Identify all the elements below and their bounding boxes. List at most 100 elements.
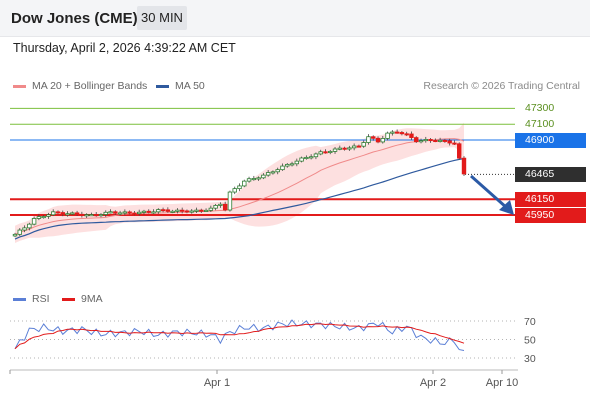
candle — [65, 213, 70, 216]
bollinger-band — [15, 122, 464, 243]
candle — [409, 133, 414, 138]
candle — [184, 210, 190, 213]
legend-label: MA 50 — [175, 80, 205, 92]
ma20-swatch — [13, 84, 26, 88]
candle — [89, 214, 94, 217]
candle — [117, 212, 123, 215]
candle — [323, 151, 328, 154]
candle — [132, 212, 137, 215]
candle — [280, 165, 285, 171]
candle — [428, 139, 433, 142]
x-tick-label: Apr 10 — [486, 377, 518, 389]
candle — [160, 209, 166, 212]
candle — [203, 209, 209, 212]
chart-header: Dow Jones (CME) 30 MIN — [0, 0, 590, 37]
candle — [394, 131, 400, 134]
candle — [399, 132, 405, 135]
candle — [222, 203, 228, 211]
candle — [342, 147, 347, 150]
candle — [156, 209, 161, 213]
legend-item-rsi: RSI — [13, 293, 50, 305]
candle — [237, 185, 242, 190]
candle — [294, 160, 300, 165]
candle — [461, 157, 467, 175]
9ma-swatch — [62, 297, 75, 301]
candle — [332, 148, 338, 152]
candle — [328, 150, 333, 153]
candle — [385, 132, 390, 139]
candle — [22, 227, 27, 231]
candle — [299, 157, 304, 162]
candle — [12, 233, 18, 237]
candle — [442, 139, 448, 142]
instrument-title: Dow Jones (CME) — [11, 10, 138, 27]
copyright-text: Research © 2026 Trading Central — [423, 80, 580, 92]
rsi-tick-label: 70 — [524, 316, 536, 328]
candle — [452, 142, 457, 145]
candle — [437, 139, 443, 142]
candle — [270, 171, 276, 174]
price-tag-45950: 45950 — [515, 207, 586, 223]
candle — [371, 136, 376, 139]
ma50-swatch — [156, 84, 169, 88]
forecast-arrow — [470, 174, 508, 210]
price-tag-46900: 46900 — [515, 132, 586, 148]
candle — [423, 139, 428, 142]
candle — [404, 133, 409, 136]
legend-label: 9MA — [81, 293, 103, 305]
candle — [79, 213, 85, 216]
timeframe-button[interactable]: 30 MIN — [137, 6, 187, 30]
price-tag-47300: 47300 — [525, 101, 555, 114]
candle — [390, 131, 395, 134]
candle — [447, 140, 452, 144]
candle — [366, 136, 371, 143]
candle — [27, 223, 32, 229]
candle — [127, 211, 132, 214]
candle — [31, 218, 37, 225]
candle — [17, 229, 22, 235]
ma50-line — [14, 158, 465, 240]
rsi-9ma-line — [14, 323, 465, 350]
candle — [227, 191, 233, 211]
candle — [94, 214, 99, 217]
candle — [218, 203, 223, 206]
candle — [318, 151, 323, 155]
candle — [122, 211, 128, 214]
candle — [189, 210, 194, 213]
candle — [433, 140, 438, 143]
price-tag-46150: 46150 — [515, 191, 586, 207]
candle — [60, 212, 65, 215]
candle — [380, 138, 385, 143]
candle — [289, 163, 295, 166]
candle — [265, 172, 271, 176]
candle — [199, 209, 204, 212]
candle — [146, 210, 151, 213]
legend-item-9ma: 9MA — [62, 293, 103, 305]
candle — [337, 147, 343, 150]
price-tag-47100: 47100 — [525, 117, 555, 130]
candle — [36, 216, 42, 219]
candle — [361, 142, 366, 147]
candle — [256, 177, 261, 180]
x-tick-label: Apr 1 — [204, 377, 230, 389]
candle — [103, 211, 108, 215]
ma20-line — [14, 138, 465, 235]
candle — [375, 137, 381, 143]
forecast-arrow-head — [499, 200, 514, 215]
candle — [194, 209, 199, 212]
price-tag-46465: 46465 — [515, 166, 586, 182]
candle — [74, 212, 80, 215]
candle — [151, 211, 156, 214]
candle — [414, 137, 419, 143]
candle — [208, 207, 214, 211]
candle — [213, 205, 218, 209]
candle — [285, 164, 290, 167]
rsi-line — [14, 319, 465, 351]
timestamp: Thursday, April 2, 2026 4:39:22 AM CET — [13, 41, 236, 55]
candle — [261, 174, 266, 179]
candle — [179, 209, 185, 212]
rsi-tick-label: 30 — [524, 353, 536, 365]
legend-item-ma50: MA 50 — [156, 80, 205, 92]
candle — [175, 209, 180, 212]
candle — [41, 216, 46, 219]
